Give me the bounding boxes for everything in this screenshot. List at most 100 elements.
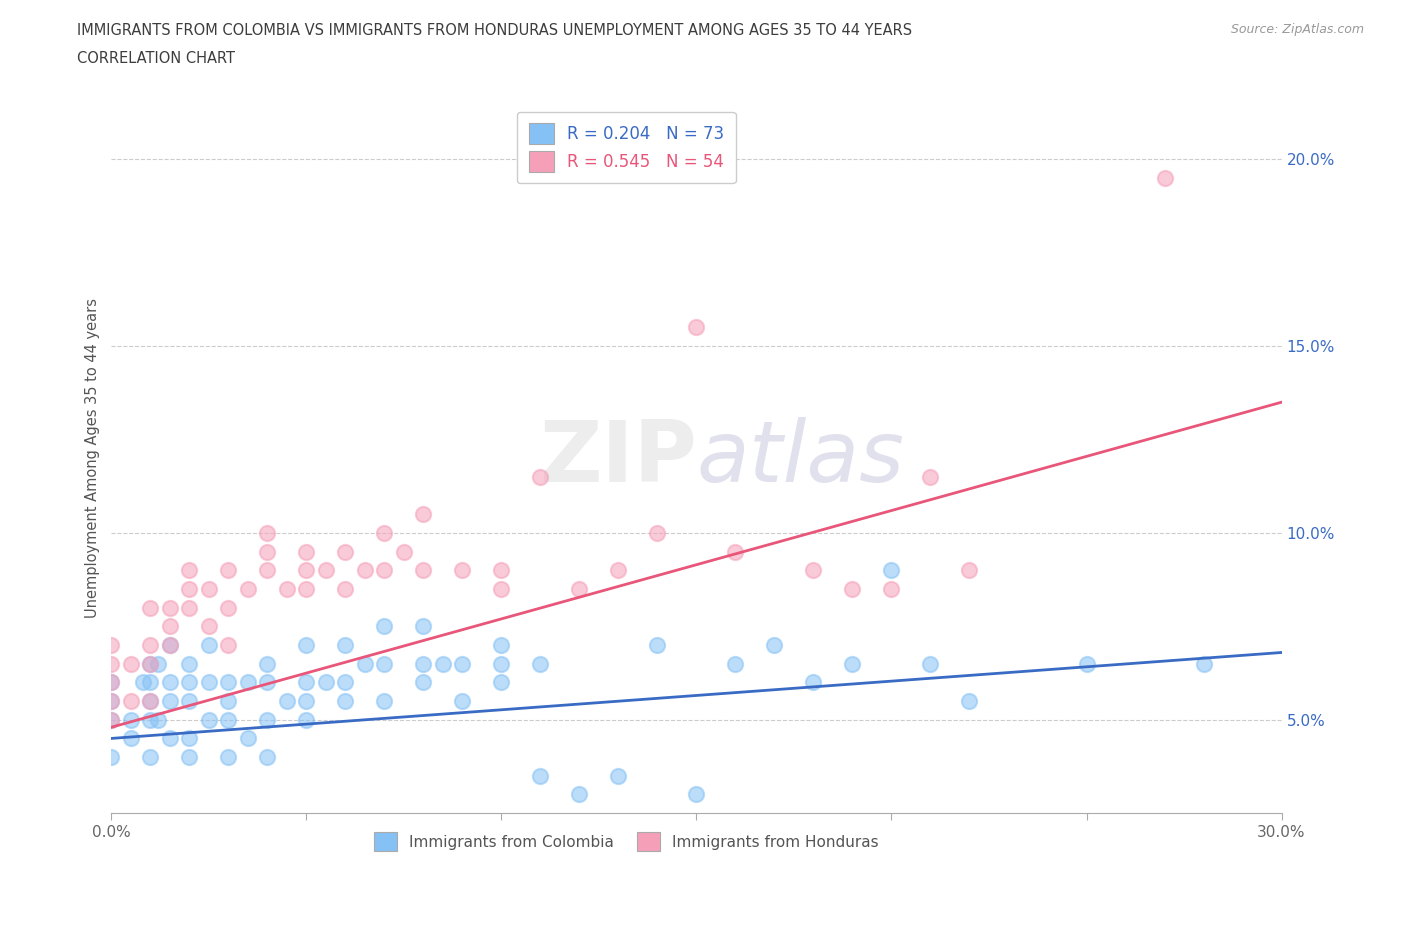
Point bbox=[179, 750, 201, 764]
Point bbox=[373, 618, 395, 633]
Point bbox=[256, 750, 278, 764]
Legend: Immigrants from Colombia, Immigrants from Honduras: Immigrants from Colombia, Immigrants fro… bbox=[367, 825, 886, 858]
Point bbox=[217, 600, 239, 615]
Point bbox=[647, 638, 669, 653]
Point bbox=[880, 581, 903, 596]
Point bbox=[295, 675, 318, 690]
Point bbox=[100, 712, 122, 727]
Point bbox=[100, 657, 122, 671]
Point bbox=[685, 320, 707, 335]
Point bbox=[100, 694, 122, 709]
Point bbox=[159, 694, 181, 709]
Point bbox=[139, 657, 162, 671]
Point bbox=[256, 657, 278, 671]
Point bbox=[120, 657, 142, 671]
Point bbox=[529, 768, 551, 783]
Point bbox=[148, 657, 170, 671]
Point bbox=[373, 563, 395, 578]
Point bbox=[179, 675, 201, 690]
Point bbox=[412, 657, 434, 671]
Point bbox=[179, 731, 201, 746]
Point bbox=[451, 563, 474, 578]
Point bbox=[491, 657, 513, 671]
Point bbox=[100, 675, 122, 690]
Point bbox=[159, 638, 181, 653]
Point bbox=[295, 563, 318, 578]
Point bbox=[236, 675, 259, 690]
Point bbox=[335, 638, 357, 653]
Point bbox=[1076, 657, 1098, 671]
Point bbox=[451, 694, 474, 709]
Point bbox=[647, 525, 669, 540]
Point bbox=[256, 712, 278, 727]
Point bbox=[841, 581, 863, 596]
Text: IMMIGRANTS FROM COLOMBIA VS IMMIGRANTS FROM HONDURAS UNEMPLOYMENT AMONG AGES 35 : IMMIGRANTS FROM COLOMBIA VS IMMIGRANTS F… bbox=[77, 23, 912, 38]
Point bbox=[100, 694, 122, 709]
Point bbox=[392, 544, 415, 559]
Point bbox=[920, 657, 942, 671]
Point bbox=[276, 694, 298, 709]
Point bbox=[335, 581, 357, 596]
Point bbox=[295, 712, 318, 727]
Point bbox=[198, 618, 221, 633]
Point bbox=[139, 600, 162, 615]
Point bbox=[763, 638, 786, 653]
Point bbox=[179, 694, 201, 709]
Point bbox=[354, 657, 377, 671]
Point bbox=[529, 470, 551, 485]
Point bbox=[159, 638, 181, 653]
Text: CORRELATION CHART: CORRELATION CHART bbox=[77, 51, 235, 66]
Point bbox=[139, 712, 162, 727]
Point bbox=[491, 675, 513, 690]
Point bbox=[295, 694, 318, 709]
Point bbox=[217, 694, 239, 709]
Point bbox=[100, 638, 122, 653]
Point bbox=[159, 600, 181, 615]
Point bbox=[198, 638, 221, 653]
Point bbox=[1153, 170, 1175, 185]
Point bbox=[276, 581, 298, 596]
Point bbox=[256, 544, 278, 559]
Point bbox=[295, 638, 318, 653]
Point bbox=[256, 675, 278, 690]
Point bbox=[841, 657, 863, 671]
Point bbox=[198, 712, 221, 727]
Point bbox=[139, 694, 162, 709]
Point bbox=[236, 731, 259, 746]
Point bbox=[959, 563, 981, 578]
Point bbox=[607, 563, 630, 578]
Y-axis label: Unemployment Among Ages 35 to 44 years: Unemployment Among Ages 35 to 44 years bbox=[86, 299, 100, 618]
Point bbox=[120, 731, 142, 746]
Point bbox=[412, 563, 434, 578]
Point bbox=[100, 750, 122, 764]
Point bbox=[920, 470, 942, 485]
Point bbox=[373, 657, 395, 671]
Point bbox=[685, 787, 707, 802]
Point bbox=[217, 712, 239, 727]
Point bbox=[412, 675, 434, 690]
Point bbox=[159, 731, 181, 746]
Point bbox=[159, 675, 181, 690]
Point bbox=[139, 675, 162, 690]
Point bbox=[179, 657, 201, 671]
Point bbox=[148, 712, 170, 727]
Point bbox=[198, 675, 221, 690]
Point bbox=[373, 694, 395, 709]
Point bbox=[803, 563, 825, 578]
Point bbox=[412, 618, 434, 633]
Point bbox=[139, 750, 162, 764]
Point bbox=[139, 657, 162, 671]
Point bbox=[491, 581, 513, 596]
Text: ZIP: ZIP bbox=[538, 417, 696, 499]
Point bbox=[315, 675, 337, 690]
Point bbox=[120, 694, 142, 709]
Point bbox=[568, 581, 591, 596]
Point bbox=[217, 675, 239, 690]
Point bbox=[335, 544, 357, 559]
Point bbox=[256, 525, 278, 540]
Point bbox=[159, 618, 181, 633]
Point bbox=[179, 600, 201, 615]
Point bbox=[131, 675, 153, 690]
Point bbox=[491, 638, 513, 653]
Point bbox=[335, 694, 357, 709]
